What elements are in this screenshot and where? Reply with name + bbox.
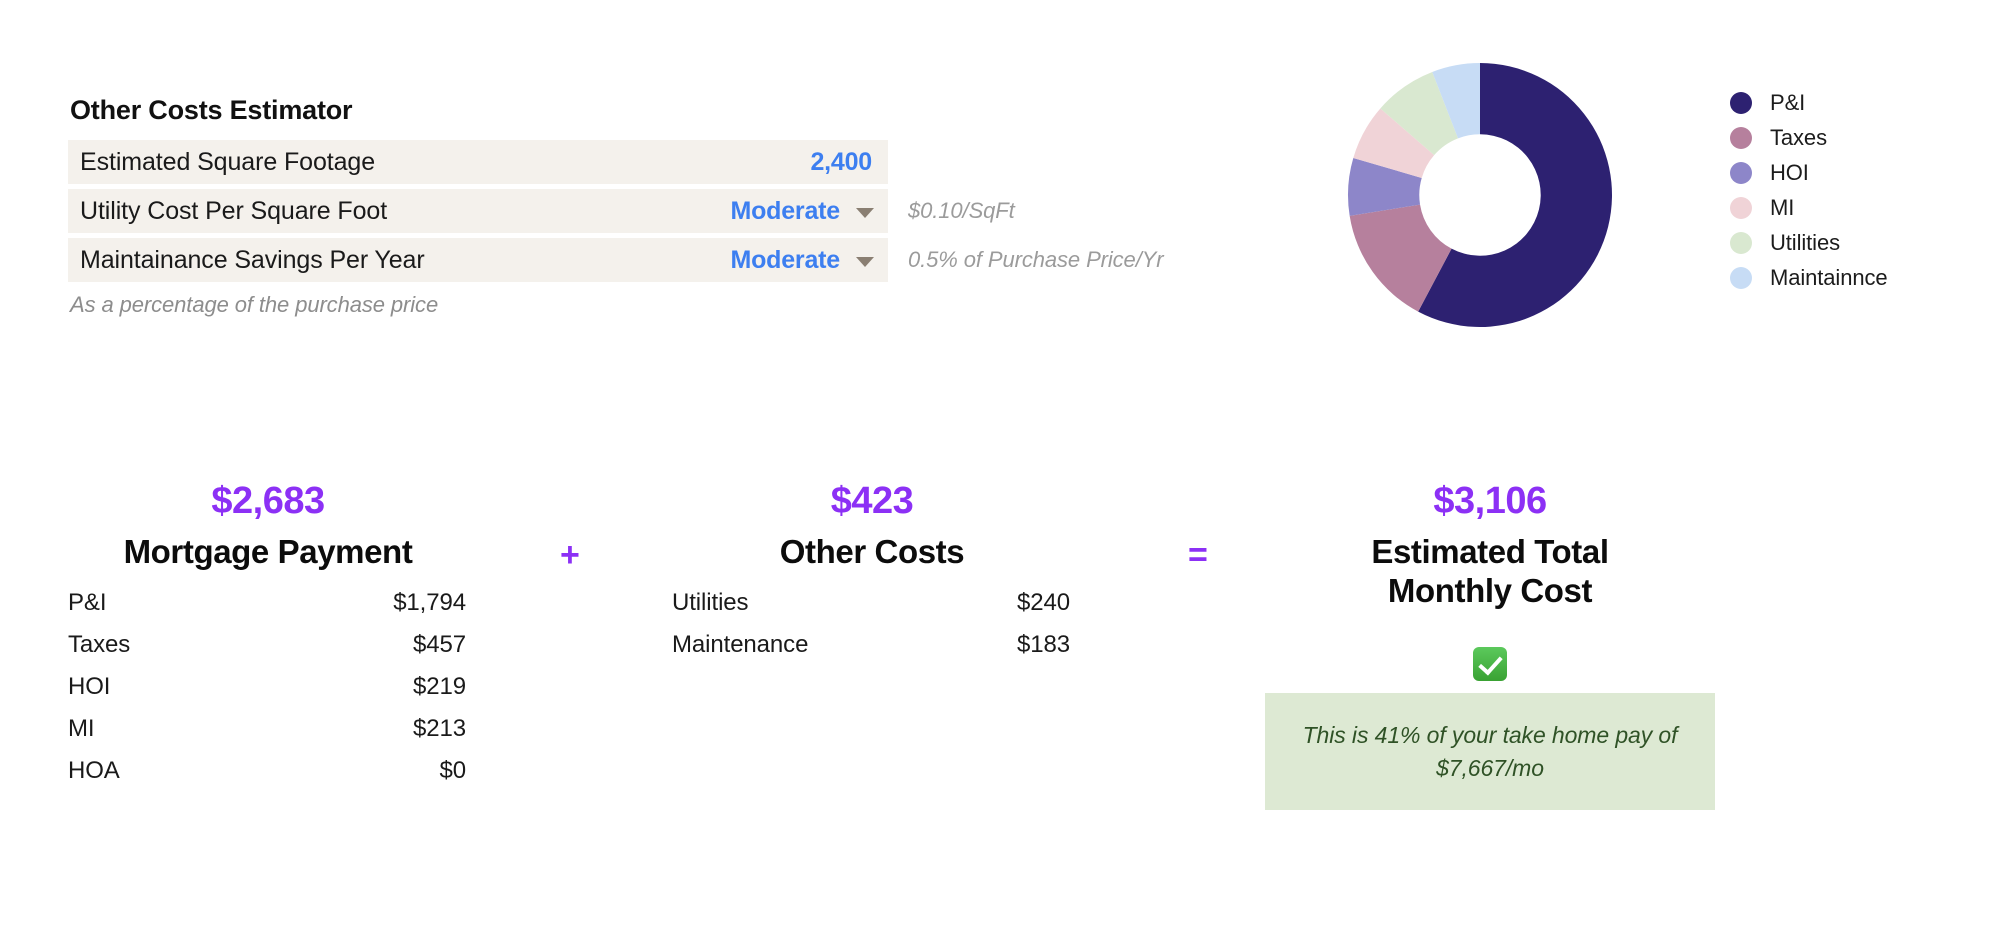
- legend-label: HOI: [1770, 159, 1809, 185]
- utility-cost-dropdown[interactable]: Moderate: [730, 197, 874, 226]
- square-footage-input[interactable]: 2,400: [810, 147, 872, 176]
- other-costs-amount: $423: [830, 480, 914, 522]
- line-item-value: $1,794: [393, 589, 466, 617]
- mortgage-payment-column: $2,683 Mortgage Payment P&I $1,794 Taxes $4…: [68, 480, 468, 799]
- donut-slice-taxes[interactable]: [1349, 204, 1452, 312]
- donut-svg: [1348, 63, 1612, 327]
- line-item-value: $457: [413, 631, 466, 659]
- take-home-pay-callout: This is 41% of your take home pay of $7,…: [1265, 692, 1715, 811]
- legend-item-mi[interactable]: MI: [1730, 190, 1888, 225]
- line-item-value: $213: [413, 715, 466, 743]
- estimator-row-maintenance-savings: Maintainance Savings Per Year Moderate 0…: [68, 238, 1164, 282]
- legend-swatch-icon: [1730, 231, 1752, 254]
- utility-cost-hint: $0.10/SqFt: [908, 198, 1015, 223]
- equals-operator: =: [1188, 536, 1208, 574]
- mortgage-payment-amount: $2,683: [211, 480, 325, 522]
- line-item: MI $213: [68, 715, 466, 757]
- legend-item-p-i[interactable]: P&I: [1730, 85, 1888, 120]
- estimated-total-heading-line1: Estimated Total: [1371, 532, 1609, 570]
- line-item: Utilities $240: [672, 589, 1070, 631]
- estimated-total-heading: Estimated Total Monthly Cost: [1290, 532, 1690, 611]
- estimator-title: Other Costs Estimator: [70, 95, 353, 125]
- line-item: Maintenance $183: [672, 631, 1070, 673]
- legend-label: Utilities: [1770, 229, 1840, 255]
- other-costs-estimator-panel: Other Costs Estimator Estimated Square F…: [68, 95, 1164, 318]
- line-item-label: Maintenance: [672, 631, 809, 659]
- mortgage-payment-heading: Mortgage Payment: [123, 532, 413, 570]
- maintenance-savings-dropdown[interactable]: Moderate: [730, 246, 874, 275]
- row-label: Utility Cost Per Square Foot: [80, 196, 388, 225]
- legend-swatch-icon: [1730, 266, 1752, 289]
- legend-item-taxes[interactable]: Taxes: [1730, 120, 1888, 155]
- chevron-down-icon: [856, 257, 874, 267]
- maintenance-savings-hint: 0.5% of Purchase Price/Yr: [908, 247, 1164, 272]
- estimated-total-column: $3,106 Estimated Total Monthly Cost This…: [1265, 480, 1715, 811]
- line-item-label: HOI: [68, 673, 111, 701]
- legend-label: P&I: [1770, 89, 1806, 115]
- estimator-footnote: As a percentage of the purchase price: [70, 292, 439, 317]
- legend-item-hoi[interactable]: HOI: [1730, 155, 1888, 190]
- line-item-label: MI: [68, 715, 95, 743]
- donut-slice-hoi[interactable]: [1348, 157, 1422, 216]
- line-item: P&I $1,794: [68, 589, 466, 631]
- legend-label: Taxes: [1770, 124, 1827, 150]
- other-costs-column: $423 Other Costs Utilities $240 Maintenanc…: [672, 480, 1072, 673]
- legend-item-maintainnce[interactable]: Maintainnce: [1730, 260, 1888, 295]
- line-item: HOI $219: [68, 673, 466, 715]
- row-label: Maintainance Savings Per Year: [80, 245, 425, 274]
- dropdown-value: Moderate: [730, 196, 840, 225]
- line-item-label: HOA: [68, 757, 120, 785]
- legend-swatch-icon: [1730, 126, 1752, 149]
- legend-label: MI: [1770, 194, 1795, 220]
- take-home-pay-callout-wrap: This is 41% of your take home pay of $7,…: [1265, 646, 1715, 811]
- line-item-value: $0: [439, 757, 467, 785]
- estimator-row-utility-cost: Utility Cost Per Square Foot Moderate $0…: [68, 189, 1015, 233]
- donut-chart: [1330, 60, 1630, 335]
- line-item-label: Taxes: [68, 631, 131, 659]
- estimated-total-amount: $3,106: [1433, 480, 1547, 522]
- estimated-total-heading-line2: Monthly Cost: [1387, 572, 1593, 610]
- chevron-down-icon: [856, 208, 874, 218]
- donut-slice-p-i[interactable]: [1418, 63, 1612, 327]
- line-item-value: $240: [1017, 589, 1070, 617]
- cost-breakdown-chart: P&I Taxes HOI MI Utilities Maintainnce: [1330, 60, 1970, 330]
- estimator-row-square-footage: Estimated Square Footage 2,400: [68, 140, 888, 184]
- legend-swatch-icon: [1730, 161, 1752, 184]
- donut-slice-utilities[interactable]: [1380, 71, 1459, 156]
- legend-swatch-icon: [1730, 91, 1752, 114]
- dropdown-value: Moderate: [730, 245, 840, 274]
- line-item-label: Utilities: [672, 589, 749, 617]
- other-costs-line-items: Utilities $240 Maintenance $183: [672, 589, 1070, 673]
- plus-operator: +: [560, 536, 580, 574]
- line-item: Taxes $457: [68, 631, 466, 673]
- mortgage-line-items: P&I $1,794 Taxes $457 HOI $219 MI $213 HOA $0: [68, 589, 466, 799]
- line-item-value: $183: [1017, 631, 1070, 659]
- line-item-label: P&I: [68, 589, 107, 617]
- line-item: HOA $0: [68, 757, 466, 799]
- chart-legend: P&I Taxes HOI MI Utilities Maintainnce: [1730, 85, 1888, 295]
- other-costs-heading: Other Costs: [779, 532, 965, 570]
- green-check-icon: [1473, 646, 1507, 681]
- line-item-value: $219: [413, 673, 466, 701]
- donut-slice-maintainnce[interactable]: [1432, 63, 1480, 139]
- legend-item-utilities[interactable]: Utilities: [1730, 225, 1888, 260]
- row-label: Estimated Square Footage: [80, 147, 376, 176]
- donut-slice-mi[interactable]: [1353, 108, 1435, 178]
- legend-label: Maintainnce: [1770, 264, 1888, 290]
- legend-swatch-icon: [1730, 196, 1752, 219]
